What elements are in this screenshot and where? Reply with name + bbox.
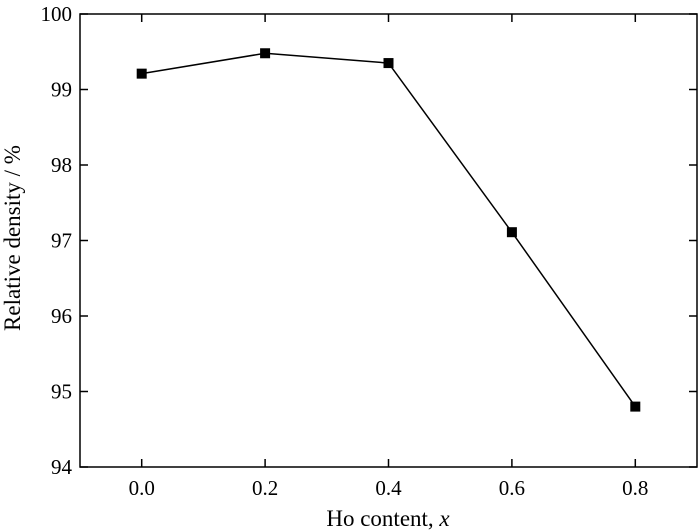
plot-area-frame [79, 13, 698, 468]
x-tick-label: 0.4 [375, 476, 402, 500]
data-point [383, 58, 394, 69]
series-points [136, 48, 641, 412]
y-tick-label: 95 [51, 380, 72, 404]
data-point [260, 48, 271, 59]
y-axis-title: Relative density / % [0, 145, 25, 331]
x-tick-label: 0.0 [129, 476, 155, 500]
data-point [136, 68, 147, 79]
x-axis-title: Ho content, x [326, 506, 450, 531]
y-tick-label: 94 [51, 455, 73, 479]
x-axis-ticks [140, 14, 637, 467]
data-point [630, 401, 641, 412]
x-axis-title-prefix: Ho content, [326, 506, 439, 531]
y-tick-label: 98 [51, 153, 72, 177]
data-point [506, 227, 517, 238]
x-axis-title-variable: x [438, 506, 450, 531]
x-axis-tick-labels: 0.0 0.2 0.4 0.6 0.8 [129, 476, 649, 500]
y-tick-label: 97 [51, 229, 72, 253]
series-line [141, 52, 636, 408]
x-tick-label: 0.2 [252, 476, 278, 500]
x-tick-label: 0.8 [622, 476, 648, 500]
y-tick-label: 99 [51, 78, 72, 102]
x-tick-label: 0.6 [499, 476, 525, 500]
y-tick-label: 100 [41, 2, 73, 26]
y-tick-label: 96 [51, 304, 72, 328]
y-axis-ticks [80, 13, 697, 468]
y-axis-tick-labels: 94 95 96 97 98 99 100 [41, 2, 73, 479]
